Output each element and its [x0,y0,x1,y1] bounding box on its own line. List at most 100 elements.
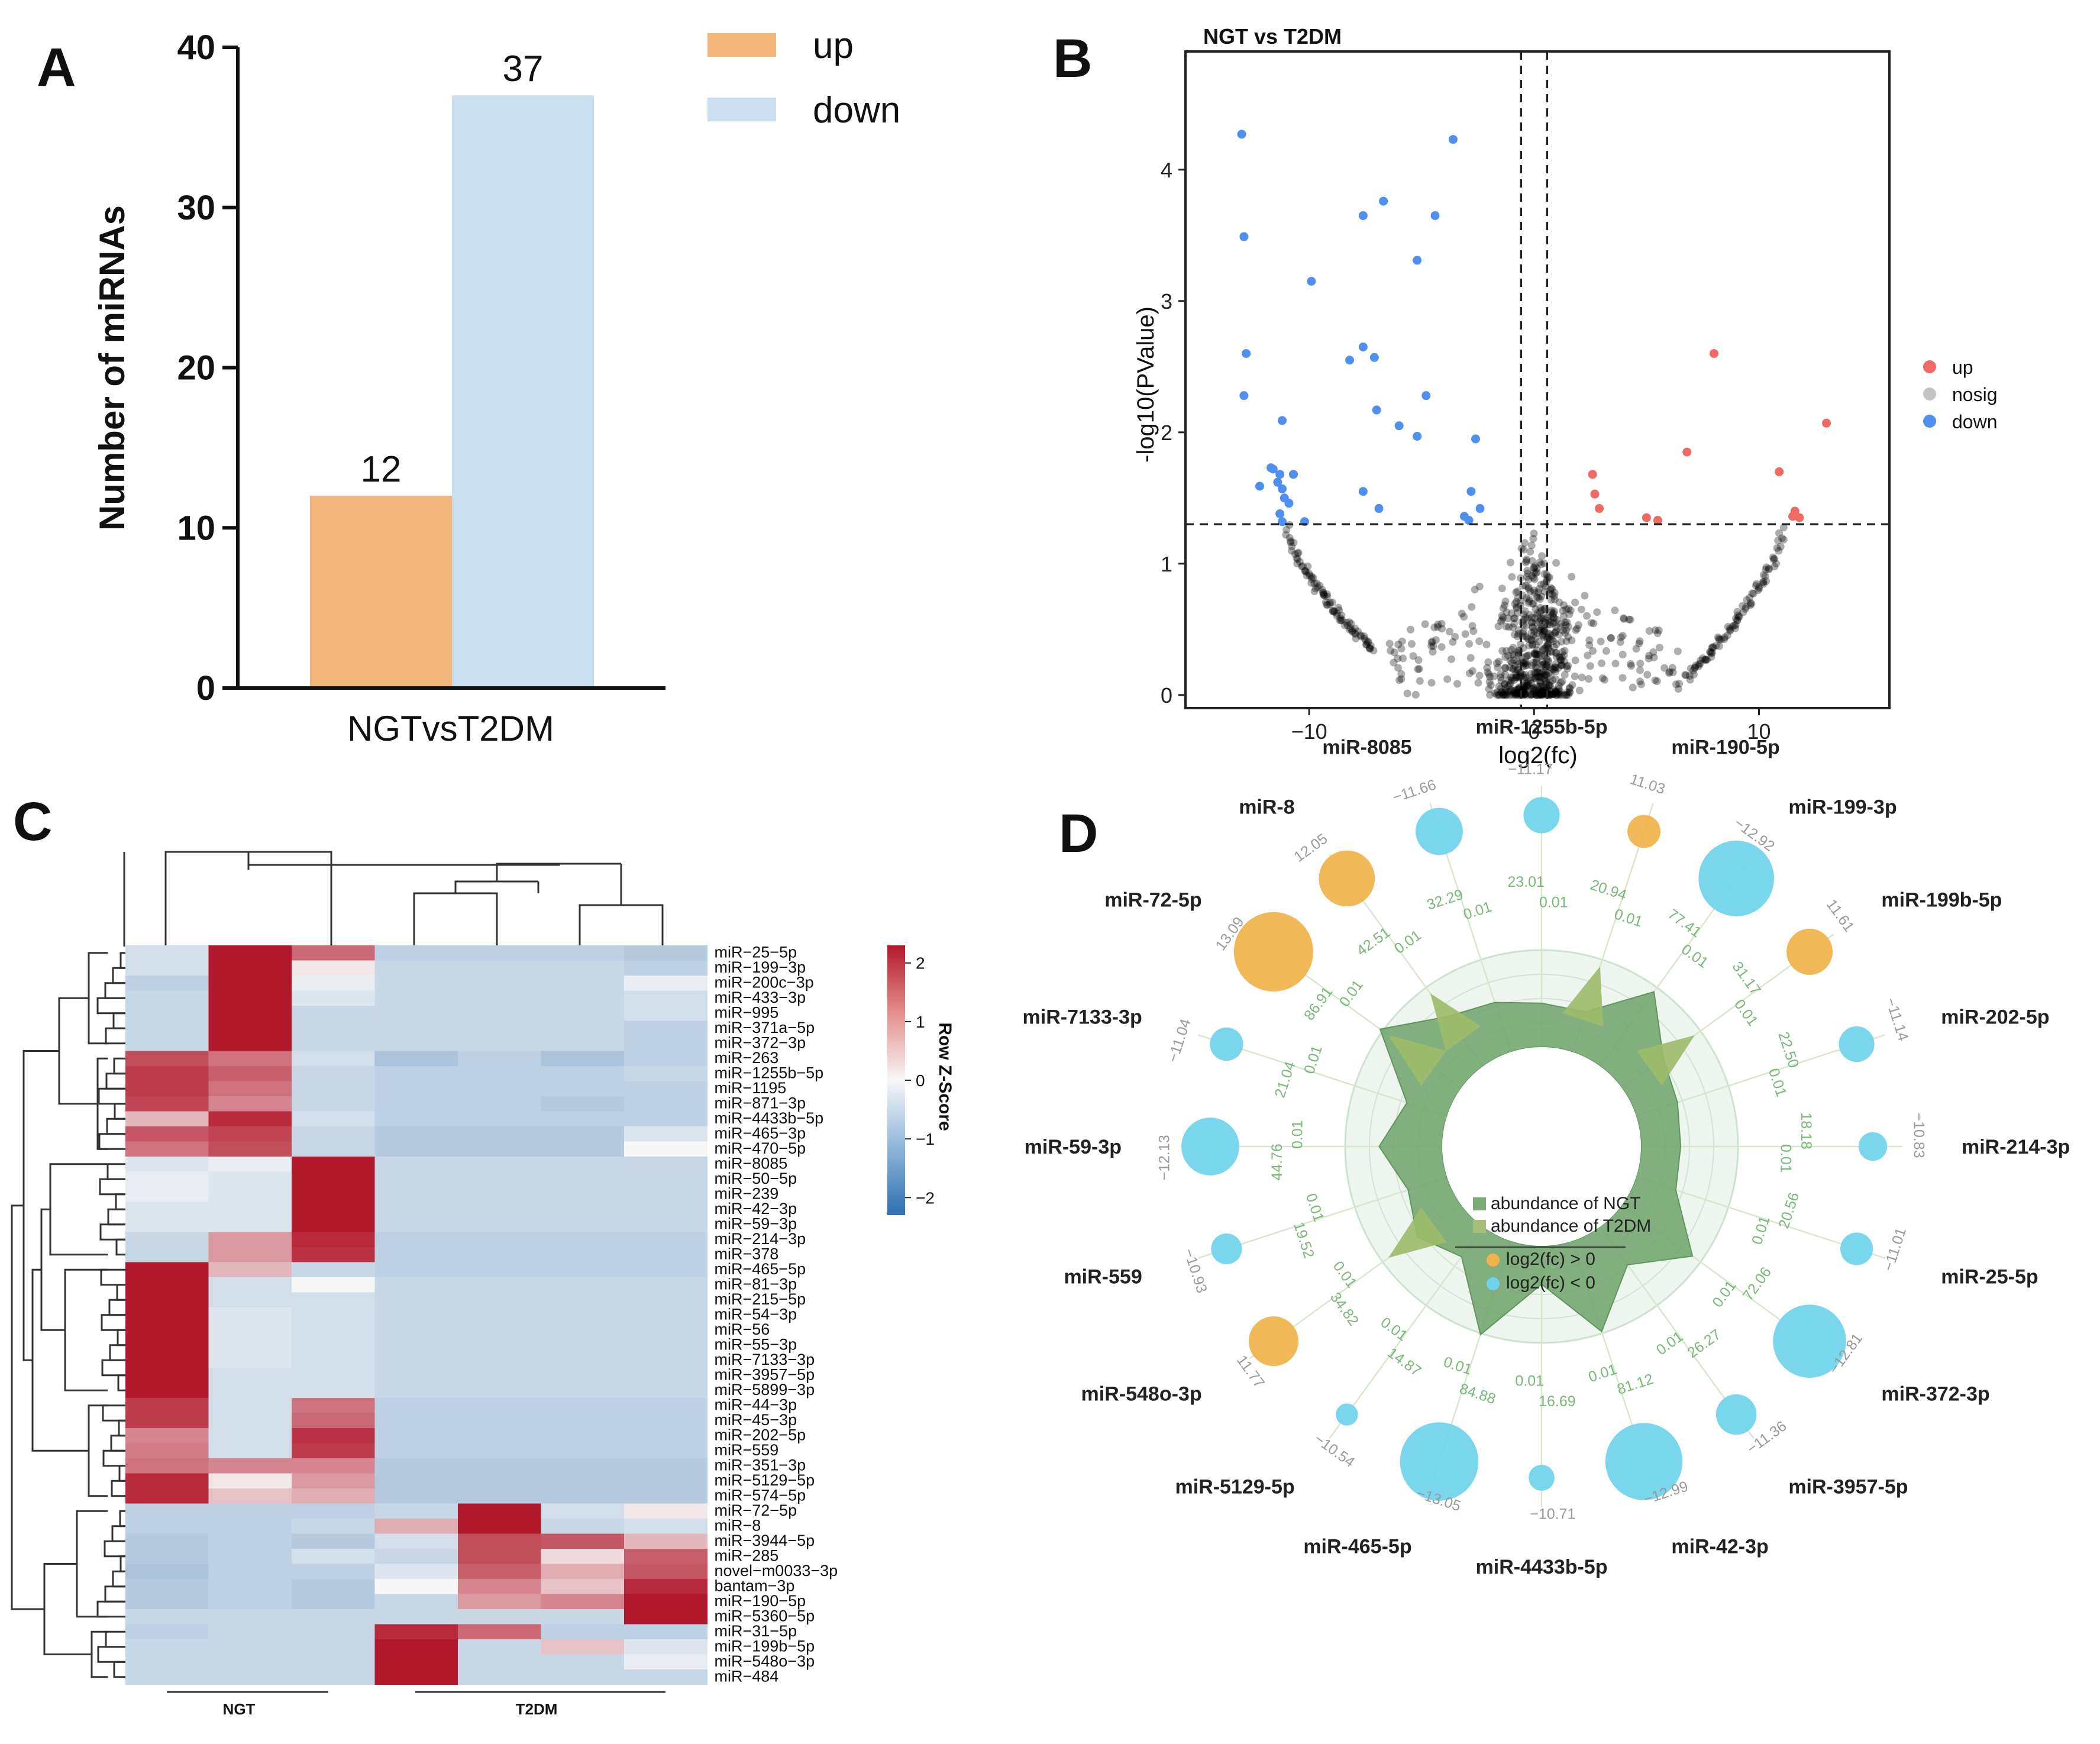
c-cell [374,1352,458,1368]
b-point-nosig [1351,629,1359,638]
b-point-nosig [1394,654,1402,663]
c-cell [208,960,292,976]
b-point-nosig [1530,563,1538,571]
b-point-nosig [1708,644,1716,652]
b-point-nosig [1310,579,1319,587]
b-point-nosig [1556,687,1564,695]
b-point-nosig [1524,635,1532,643]
b-point-nosig [1708,648,1716,657]
b-point-nosig [1362,641,1371,649]
c-cell [541,1413,625,1429]
c-dendro-branch [101,1359,125,1377]
b-point-nosig [1568,681,1576,689]
d-item-label-mir-548o-3p: miR-548o-3p [1081,1383,1202,1405]
c-cell [624,1096,708,1112]
b-point-nosig [1538,687,1546,696]
c-cell [541,1247,625,1263]
b-point-nosig [1558,648,1566,656]
c-cell [624,1081,708,1097]
c-row-label: miR−25−5p [715,943,797,961]
d-t2dm-value: 0.01 [1303,1191,1327,1224]
b-point-nosig [1398,637,1406,645]
d-area-t2dm [1430,993,1481,1052]
b-point-nosig [1526,548,1534,556]
b-point-nosig [1512,691,1520,699]
b-point-nosig [1669,668,1677,677]
c-cell [125,1519,209,1535]
c-row-label: novel−m0033−3p [715,1562,838,1580]
c-cell [541,1624,625,1640]
d-legend-pos: log2(fc) > 0 [1506,1249,1595,1269]
d-t2dm-value: 0.01 [1749,1214,1773,1246]
b-point-nosig [1546,691,1555,699]
c-cell [292,1262,376,1278]
b-point-nosig [1552,623,1561,631]
b-point-nosig [1682,671,1690,680]
b-point-nosig [1502,622,1510,631]
b-point-nosig [1528,673,1536,682]
d-t2dm-value: 0.01 [1378,1314,1411,1344]
b-point-nosig [1513,609,1521,617]
b-point-nosig [1513,688,1521,696]
c-cell [292,1352,376,1368]
d-ngt-value: 23.01 [1507,874,1545,890]
b-point-nosig [1665,669,1673,677]
c-cell [458,1292,542,1308]
d-fc-label: 12.05 [1291,830,1330,865]
b-point-nosig [1759,578,1767,586]
b-point-nosig [1421,620,1429,628]
b-point-nosig [1568,573,1576,581]
b-point-nosig [1501,664,1510,672]
c-dendro-branch [105,1073,125,1090]
d-ngt-value: 26.27 [1684,1326,1724,1361]
c-cell [292,1398,376,1414]
b-point-nosig [1696,660,1704,668]
b-point-nosig [1774,537,1782,545]
b-point-nosig [1542,684,1550,692]
b-point-nosig [1537,592,1545,600]
c-cell [541,1564,625,1580]
b-legend: up nosig down [1923,357,1998,432]
b-point-nosig [1602,647,1610,655]
c-dendro-branch [100,1268,125,1286]
d-bubble-mir-465-5p [1400,1422,1479,1501]
b-point-nosig [1560,651,1568,660]
c-cell [292,1533,376,1549]
d-item-label-mir-202-5p: miR-202-5p [1941,1006,2049,1029]
d-t2dm-value: 0.01 [1289,1120,1306,1149]
b-point-nosig [1533,593,1541,601]
b-point-nosig [1546,613,1555,621]
b-point-nosig [1510,690,1518,698]
b-point-nosig [1343,621,1352,629]
c-cell [374,1669,458,1685]
d-item-label-mir-59-3p: miR-59-3p [1025,1136,1122,1158]
b-point-nosig [1540,674,1548,683]
b-point-nosig [1558,653,1566,661]
c-cell [458,1609,542,1625]
b-point-nosig [1536,595,1544,603]
c-dendro-branch [112,1012,125,1029]
b-point-nosig [1533,646,1541,654]
c-cell [208,1594,292,1610]
c-cell [541,1126,625,1142]
c-cell [125,1398,209,1414]
c-cell [541,960,625,976]
c-cell [292,1066,376,1082]
c-cell [292,1639,376,1655]
b-point-nosig [1508,664,1517,673]
b-point-nosig [1552,640,1561,648]
b-point-nosig [1493,691,1501,699]
b-point-nosig [1536,690,1544,699]
b-point-nosig [1517,672,1525,680]
b-point-nosig [1585,674,1593,683]
b-point-nosig [1552,675,1560,683]
c-row-label: miR−54−3p [715,1305,797,1323]
c-colorbar-tick-label: 1 [916,1013,925,1031]
b-point-nosig [1600,676,1608,684]
b-point-nosig [1338,616,1346,624]
b-legend-nosig: nosig [1952,384,1998,405]
b-point-nosig [1510,651,1519,659]
b-point-nosig [1675,680,1684,688]
d-ngt-value: 22.50 [1775,1030,1802,1070]
c-dendro-branch [102,1449,125,1467]
